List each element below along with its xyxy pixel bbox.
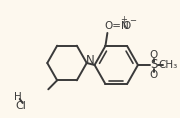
Text: Cl: Cl [16,101,27,111]
Text: O=N: O=N [104,21,129,31]
Text: O: O [122,21,130,31]
Text: +: + [120,15,127,24]
Text: O: O [150,50,158,60]
Text: N: N [86,53,95,67]
Text: −: − [129,16,136,25]
Text: O: O [150,70,158,80]
Text: H: H [14,92,22,102]
Text: CH₃: CH₃ [159,60,178,70]
Text: S: S [150,59,157,72]
